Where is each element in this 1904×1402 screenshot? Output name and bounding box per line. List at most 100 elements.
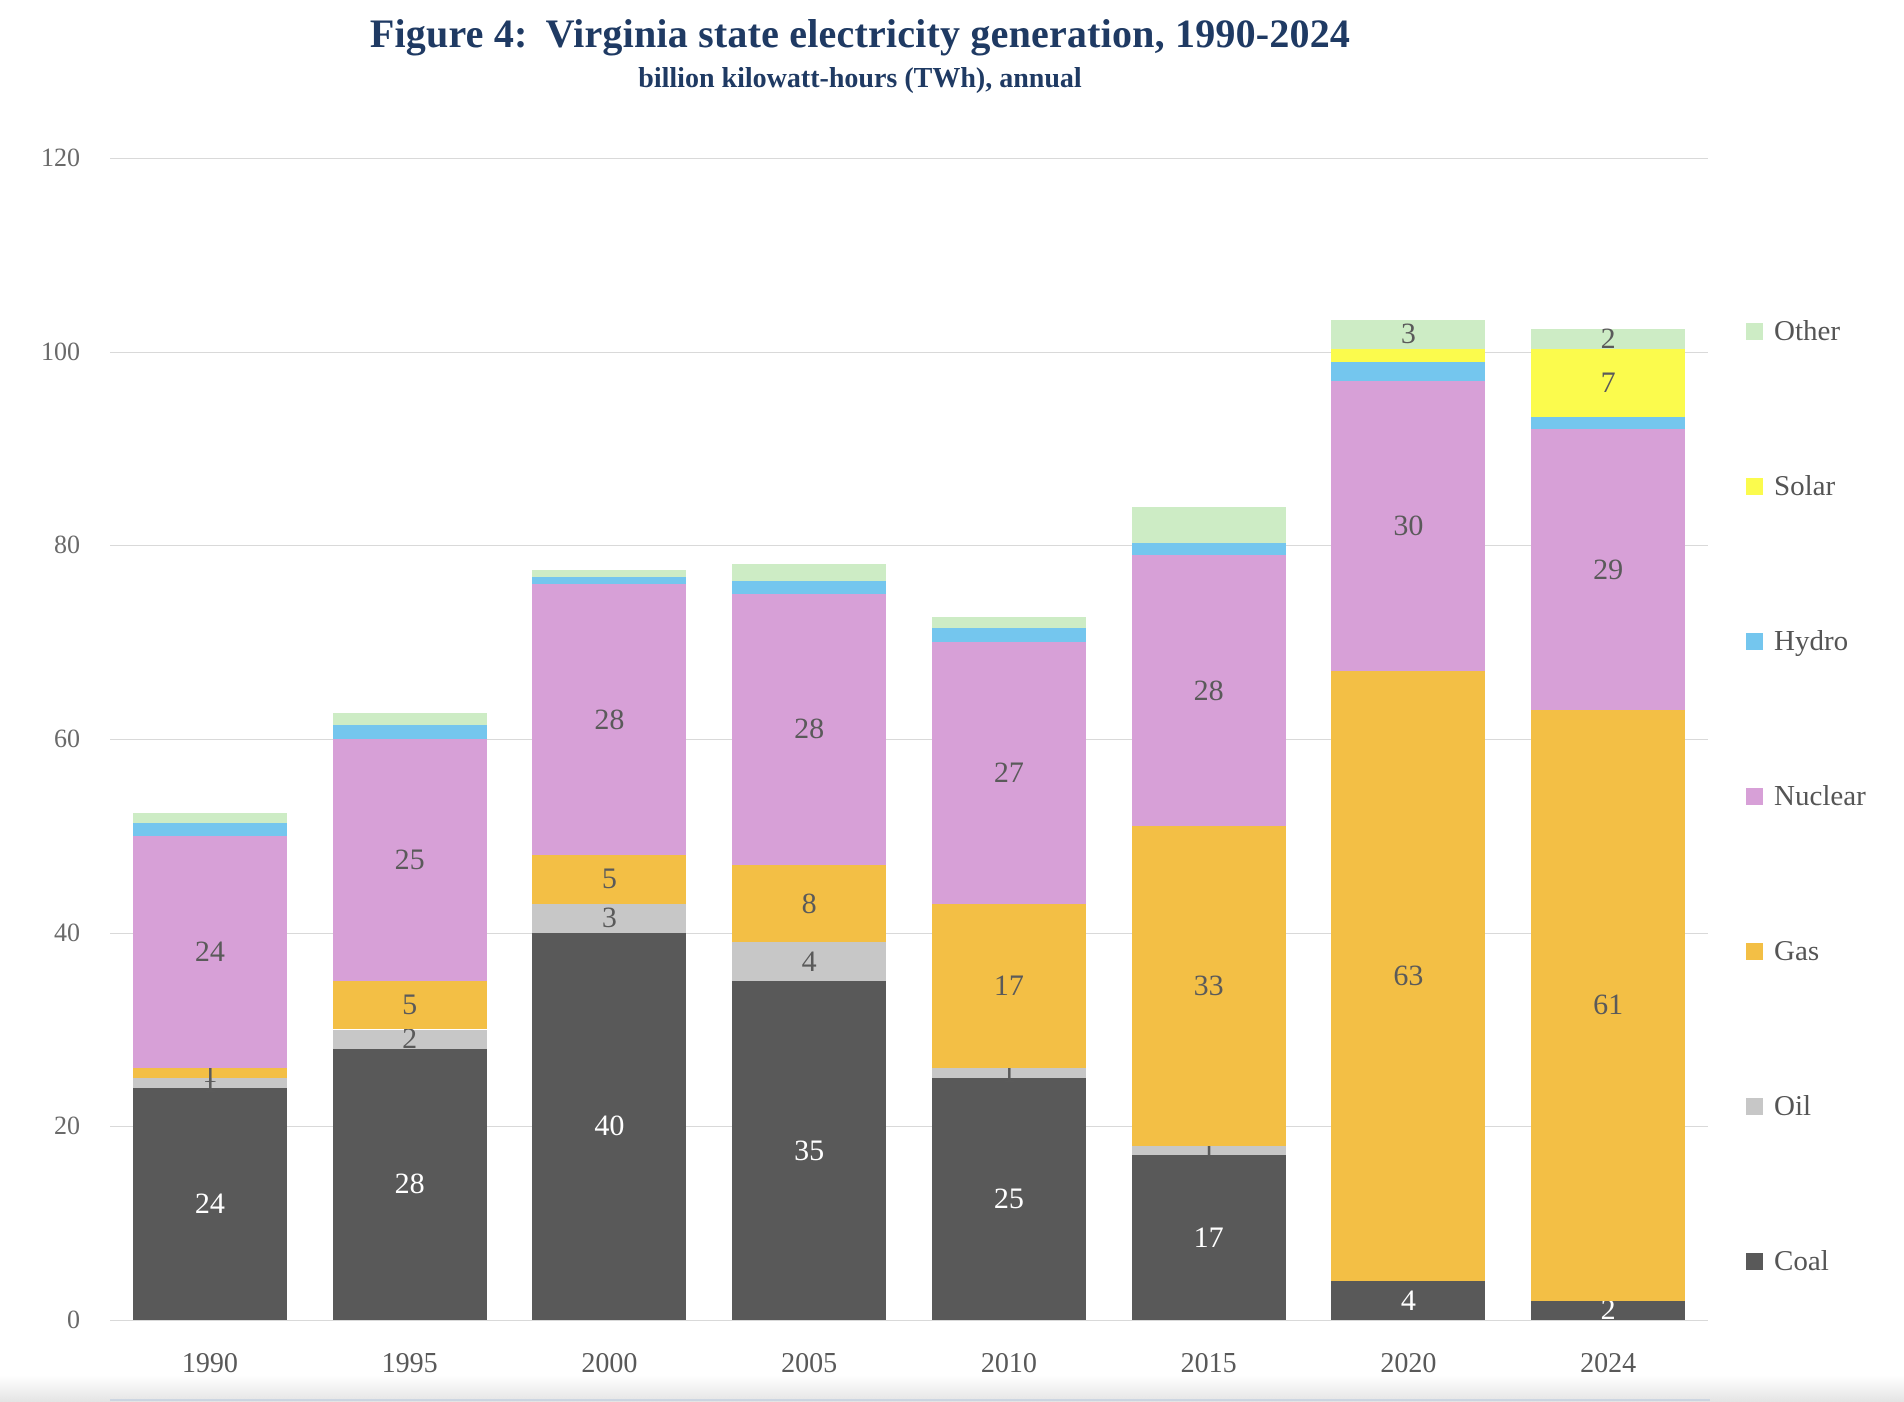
legend-swatch-oil bbox=[1746, 1098, 1763, 1115]
bar-segment-other-1995 bbox=[332, 712, 487, 726]
bar-segment-oil-1990 bbox=[132, 1077, 287, 1088]
bar-segment-nuclear-1990 bbox=[132, 835, 287, 1069]
x-axis-label-2020: 2020 bbox=[1380, 1348, 1437, 1379]
y-axis-label: 0 bbox=[67, 1305, 80, 1334]
y-axis-label: 40 bbox=[54, 917, 80, 947]
legend-label-hydro: Hydro bbox=[1774, 625, 1849, 657]
legend-item-oil: Oil bbox=[1746, 1092, 1811, 1121]
bar-segment-oil-2015 bbox=[1131, 1145, 1286, 1156]
bar-segment-other-2005 bbox=[732, 563, 887, 582]
segment-label-gas-2000: 5 bbox=[601, 862, 617, 896]
bar-segment-gas-2020 bbox=[1331, 671, 1486, 1282]
segment-label-coal-2010: 25 bbox=[993, 1181, 1024, 1215]
bar-segment-oil-2000 bbox=[532, 903, 687, 933]
segment-label-nuclear-2010: 27 bbox=[993, 755, 1024, 789]
bar-segment-other-1990 bbox=[132, 812, 287, 824]
bar-segment-nuclear-1995 bbox=[332, 739, 487, 982]
segment-label-oil-2000: 3 bbox=[601, 901, 617, 935]
legend-swatch-hydro bbox=[1746, 633, 1763, 650]
gridline-y60 bbox=[110, 739, 1708, 740]
legend-item-other: Other bbox=[1746, 317, 1840, 346]
bar-segment-oil-2010 bbox=[931, 1068, 1086, 1078]
segment-label-coal-1995: 28 bbox=[394, 1167, 425, 1201]
x-axis-label-1990: 1990 bbox=[181, 1348, 238, 1379]
bar-segment-hydro-2005 bbox=[732, 581, 887, 594]
segment-label-gas-2005: 8 bbox=[801, 886, 817, 920]
gridline-y80 bbox=[110, 545, 1708, 547]
segment-label-coal-2024: 2 bbox=[1600, 1293, 1616, 1327]
legend-item-nuclear: Nuclear bbox=[1746, 782, 1866, 811]
gridline-y20 bbox=[110, 1126, 1708, 1128]
bar-segment-hydro-2020 bbox=[1331, 362, 1486, 381]
segment-label-gas-2024: 61 bbox=[1593, 988, 1624, 1022]
segment-label-coal-1990: 24 bbox=[194, 1186, 225, 1220]
bar-segment-nuclear-2010 bbox=[931, 642, 1086, 904]
segment-label-gas-1995: 5 bbox=[402, 988, 418, 1022]
segment-label-coal-2005: 35 bbox=[794, 1133, 825, 1167]
segment-label-gas-2020: 63 bbox=[1393, 959, 1424, 993]
segment-label-oil-2005: 4 bbox=[801, 944, 817, 978]
bar-segment-other-2024 bbox=[1531, 329, 1686, 349]
bar-segment-coal-2020 bbox=[1331, 1281, 1486, 1320]
legend-item-coal: Coal bbox=[1746, 1247, 1829, 1276]
bar-segment-nuclear-2024 bbox=[1531, 429, 1686, 710]
bar-segment-gas-1990 bbox=[132, 1068, 287, 1078]
bar-segment-oil-2005 bbox=[732, 942, 887, 982]
x-axis-label-1995: 1995 bbox=[381, 1348, 438, 1379]
legend-swatch-nuclear bbox=[1746, 788, 1763, 805]
segment-label-nuclear-1990: 24 bbox=[194, 935, 225, 969]
legend-item-solar: Solar bbox=[1746, 472, 1835, 501]
legend-label-nuclear: Nuclear bbox=[1774, 780, 1866, 812]
gridline-y0 bbox=[110, 1320, 1708, 1321]
chart-subtitle: billion kilowatt-hours (TWh), annual bbox=[638, 63, 1082, 94]
bar-segment-nuclear-2015 bbox=[1131, 555, 1286, 827]
legend-label-oil: Oil bbox=[1774, 1090, 1812, 1122]
legend-swatch-gas bbox=[1746, 943, 1763, 960]
bar-segment-coal-2005 bbox=[732, 981, 887, 1320]
gridline-y40 bbox=[110, 932, 1708, 934]
legend-swatch-other bbox=[1746, 323, 1763, 340]
legend-label-coal: Coal bbox=[1774, 1245, 1829, 1277]
segment-label-nuclear-2020: 30 bbox=[1393, 508, 1424, 542]
segment-label-oil-1995: 2 bbox=[402, 1022, 418, 1056]
chart-title: Figure 4: Virginia state electricity gene… bbox=[150, 10, 1570, 57]
bar-segment-other-2000 bbox=[532, 569, 687, 578]
bar-segment-other-2020 bbox=[1331, 319, 1486, 349]
bar-segment-hydro-2000 bbox=[532, 577, 687, 585]
bar-segment-coal-1995 bbox=[332, 1048, 487, 1320]
y-axis-label: 20 bbox=[54, 1111, 80, 1141]
x-axis-label-2000: 2000 bbox=[581, 1348, 638, 1379]
segment-label-coal-2015: 17 bbox=[1193, 1220, 1224, 1254]
bar-segment-gas-1995 bbox=[332, 981, 487, 1030]
legend-item-gas: Gas bbox=[1746, 937, 1819, 966]
bar-segment-coal-1990 bbox=[132, 1087, 287, 1320]
legend-label-other: Other bbox=[1774, 315, 1841, 347]
y-axis-label: 80 bbox=[54, 530, 80, 560]
segment-label-gas-2010: 17 bbox=[993, 968, 1024, 1002]
bar-segment-gas-2024 bbox=[1531, 709, 1686, 1301]
footer-band bbox=[0, 1376, 1904, 1402]
bar-segment-nuclear-2005 bbox=[732, 593, 887, 865]
gridline-y100 bbox=[110, 351, 1708, 353]
legend-swatch-coal bbox=[1746, 1253, 1763, 1270]
bar-segment-coal-2000 bbox=[532, 932, 687, 1320]
footer-divider-line bbox=[110, 1399, 1710, 1401]
y-axis-label: 120 bbox=[41, 143, 80, 172]
segment-label-coal-2020: 4 bbox=[1400, 1283, 1416, 1317]
bar-segment-nuclear-2000 bbox=[532, 584, 687, 856]
legend-label-gas: Gas bbox=[1774, 935, 1820, 967]
chart-title-prefix: Figure 4: bbox=[369, 11, 528, 56]
bar-segment-coal-2024 bbox=[1531, 1300, 1686, 1320]
legend-swatch-solar bbox=[1746, 478, 1763, 495]
y-axis-label: 100 bbox=[41, 336, 80, 366]
gridline-y120 bbox=[110, 158, 1708, 159]
bar-segment-hydro-2010 bbox=[931, 627, 1086, 643]
bar-segment-solar-2020 bbox=[1331, 348, 1486, 363]
segment-label-coal-2000: 40 bbox=[594, 1109, 625, 1143]
x-axis-label-2024: 2024 bbox=[1580, 1348, 1637, 1379]
bar-segment-coal-2015 bbox=[1131, 1155, 1286, 1320]
bar-segment-other-2015 bbox=[1131, 506, 1286, 544]
bar-segment-other-2010 bbox=[931, 616, 1086, 628]
bar-segment-gas-2015 bbox=[1131, 826, 1286, 1146]
